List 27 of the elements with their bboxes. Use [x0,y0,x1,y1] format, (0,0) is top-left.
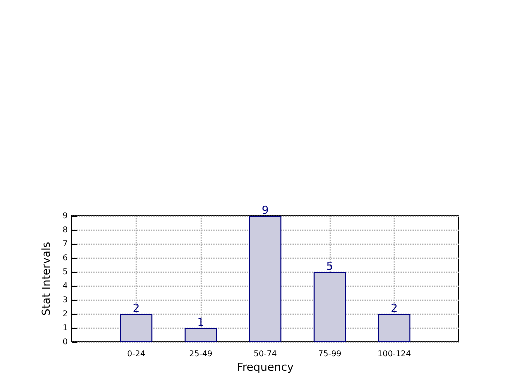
bar [314,272,346,342]
data-label: 9 [262,204,269,217]
y-tick-label: 8 [62,226,68,234]
y-tick-label: 4 [62,282,68,290]
data-label: 2 [133,302,140,315]
y-tick-label: 3 [62,296,68,304]
data-label: 1 [198,316,204,329]
x-tick-label: 50-74 [254,350,278,358]
data-label: 5 [326,260,334,273]
x-tick-label: 100-124 [378,350,412,358]
y-tick-label: 1 [62,324,68,332]
x-tick-label: 75-99 [318,350,342,358]
bar [120,314,153,342]
y-tick-label: 0 [62,338,68,346]
x-axis-title: Frequency [237,361,294,374]
data-label: 2 [391,302,398,315]
bar [249,216,282,342]
y-tick-label: 6 [62,254,68,262]
bar [378,314,411,342]
x-tick-label: 0-24 [127,350,146,358]
y-tick-label: 9 [62,212,68,220]
y-tick-label: 7 [62,240,68,248]
y-tick-label: 5 [62,268,68,276]
x-tick-label: 25-49 [189,350,213,358]
y-axis-title: Stat Intervals [40,242,54,316]
y-tick-label: 2 [62,310,68,318]
bar [184,328,218,342]
